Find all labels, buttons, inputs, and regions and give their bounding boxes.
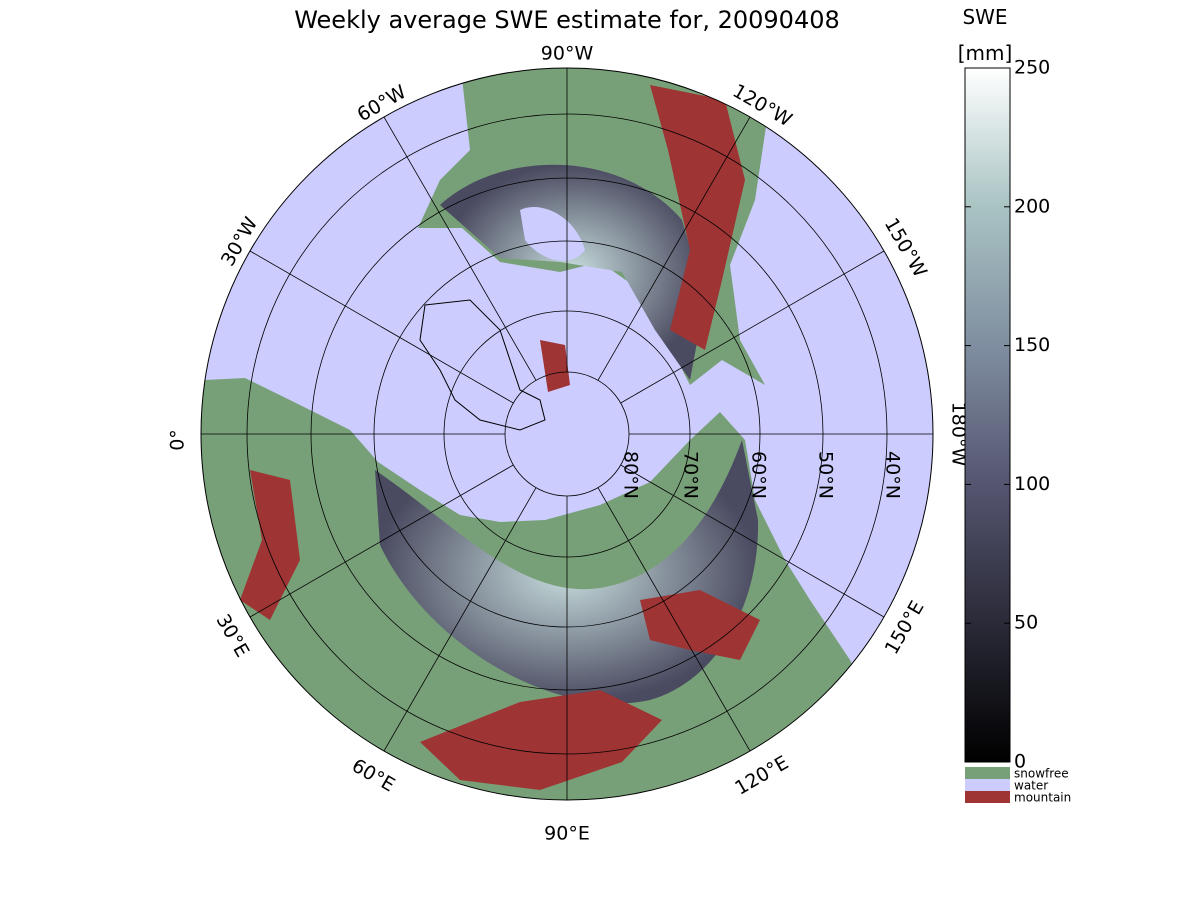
- colorbar-tick-label: 0: [1014, 751, 1026, 773]
- meridian: [620, 464, 885, 618]
- colorbar-tick-label: 50: [1014, 612, 1038, 634]
- legend-label: mountain: [1014, 791, 1071, 805]
- longitude-label: 60°E: [348, 755, 399, 797]
- legend-label: snowfree: [1014, 767, 1069, 781]
- mountain-siberia: [640, 590, 760, 660]
- legend-swatch: [965, 791, 1010, 803]
- colorbar-label: [mm]: [958, 41, 1013, 65]
- legend-label: water: [1014, 779, 1048, 793]
- colorbar: [964, 67, 1011, 763]
- mountain-rockies: [650, 85, 745, 350]
- longitude-label: 0°: [167, 429, 189, 451]
- meridian: [383, 116, 537, 381]
- meridian: [383, 487, 537, 752]
- meridian: [597, 116, 751, 381]
- colorbar-ticks: 0 50 100 150 200 250: [965, 57, 1050, 773]
- latitude-label: 50°N: [815, 451, 837, 499]
- latitude-labels: 80°N 70°N 60°N 50°N 40°N: [620, 451, 904, 499]
- longitude-label: 30°E: [211, 610, 253, 661]
- meridian: [620, 250, 885, 404]
- north-america-snow: [440, 164, 705, 380]
- latitude-label: 60°N: [748, 451, 770, 499]
- legend-swatch: [965, 779, 1010, 791]
- hudson-bay: [520, 206, 585, 261]
- mountain-small: [540, 340, 570, 392]
- latitude-label: 80°N: [620, 451, 642, 499]
- longitude-label: 120°E: [731, 752, 792, 800]
- latitude-label: 40°N: [882, 451, 904, 499]
- title: Weekly average SWE estimate for, 2009040…: [294, 6, 840, 34]
- colorbar-tick-label: 200: [1014, 195, 1050, 217]
- colorbar-tick-label: 250: [1014, 57, 1050, 79]
- latitude-label: 70°N: [680, 451, 702, 499]
- longitude-label: 90°W: [541, 43, 594, 65]
- colorbar-label: SWE: [962, 5, 1007, 29]
- meridian: [249, 250, 514, 404]
- meridian: [249, 464, 514, 618]
- meridian: [597, 487, 751, 752]
- legend-swatch: [965, 767, 1010, 779]
- longitude-label: 90°E: [544, 823, 590, 845]
- mountain-asia: [420, 690, 662, 790]
- greenland-outline: [419, 299, 546, 431]
- colorbar-tick-label: 100: [1014, 473, 1050, 495]
- graticule: [201, 68, 933, 800]
- longitude-label: 180°W: [948, 402, 970, 467]
- colorbar-tick-label: 150: [1014, 334, 1050, 356]
- map-border: [200, 67, 934, 801]
- mountain-europe: [240, 470, 300, 620]
